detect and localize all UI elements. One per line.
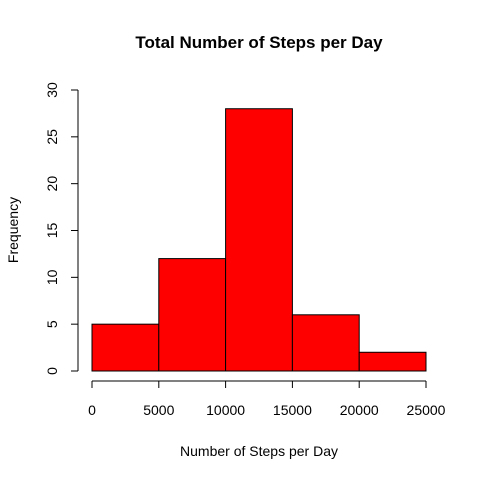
histogram-bar-4 — [359, 352, 426, 371]
y-tick-label: 20 — [44, 176, 60, 192]
x-tick-label: 25000 — [407, 402, 446, 418]
x-axis-label: Number of Steps per Day — [180, 443, 338, 459]
histogram-bar-1 — [159, 259, 226, 371]
x-tick-label: 20000 — [340, 402, 379, 418]
x-tick-label: 15000 — [273, 402, 312, 418]
histogram-bar-0 — [92, 324, 159, 371]
x-axis: 0 5000 10000 15000 20000 25000 — [88, 381, 446, 418]
histogram-bar-3 — [292, 315, 359, 371]
y-axis: 0 5 10 15 20 25 30 — [44, 82, 78, 375]
y-tick-label: 30 — [44, 82, 60, 98]
y-tick-label: 5 — [44, 320, 60, 328]
x-tick-label: 5000 — [143, 402, 174, 418]
chart-title: Total Number of Steps per Day — [135, 33, 383, 52]
y-axis-label: Frequency — [5, 197, 21, 263]
y-tick-label: 15 — [44, 223, 60, 239]
x-tick-label: 0 — [88, 402, 96, 418]
bars-group — [92, 109, 426, 371]
histogram-bar-2 — [226, 109, 293, 371]
x-tick-label: 10000 — [206, 402, 245, 418]
y-tick-label: 10 — [44, 269, 60, 285]
y-tick-label: 0 — [44, 367, 60, 375]
y-tick-label: 25 — [44, 129, 60, 145]
